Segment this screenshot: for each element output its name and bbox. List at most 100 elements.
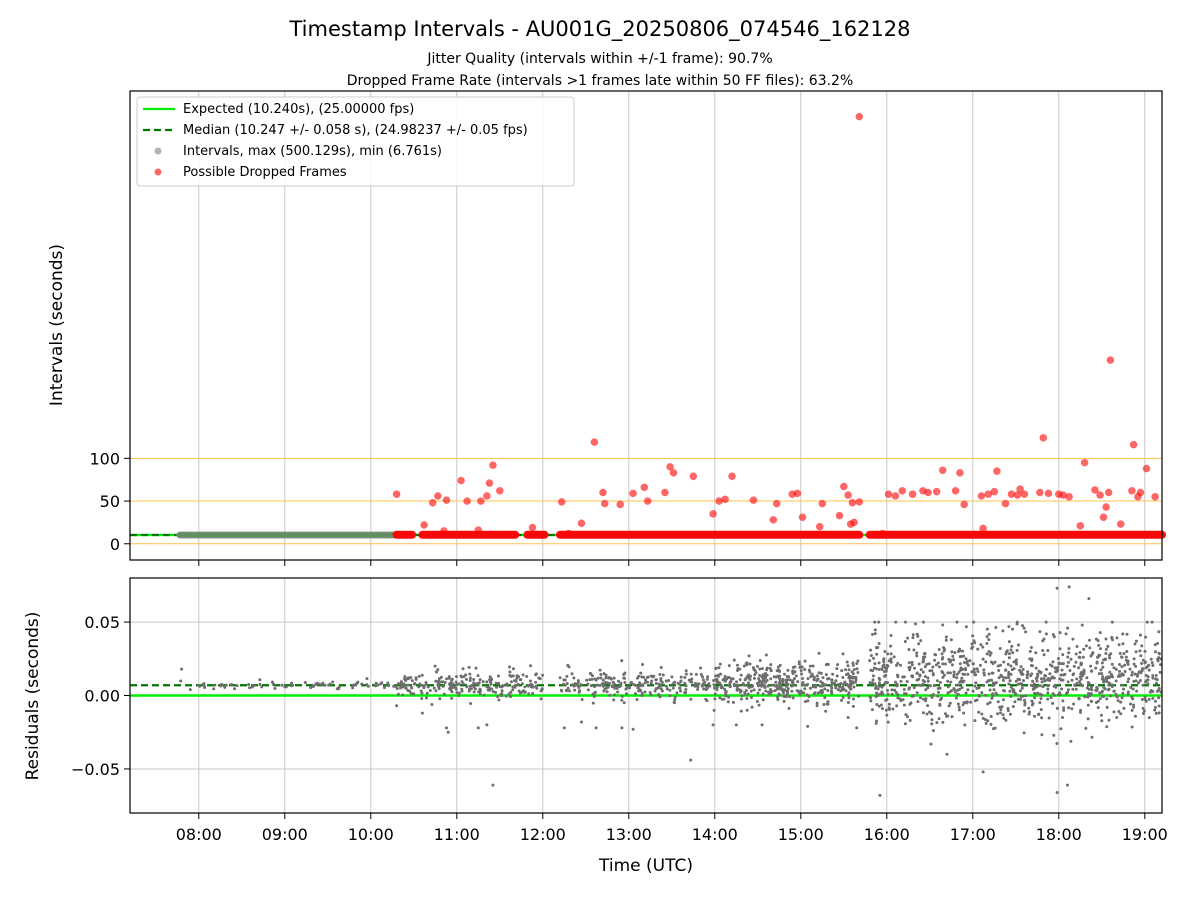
residual-point [965, 701, 969, 705]
residual-point [921, 657, 925, 661]
residual-point [894, 690, 898, 694]
residual-point [1108, 675, 1112, 679]
residual-outlier-point [395, 704, 399, 708]
residual-point [689, 672, 693, 676]
residual-point [1020, 682, 1024, 686]
residual-point [1098, 647, 1102, 651]
residual-point [438, 697, 442, 701]
residual-point [565, 682, 569, 686]
residual-point [586, 688, 590, 692]
residual-outlier-point [1067, 585, 1071, 589]
residual-point [1138, 633, 1142, 637]
residual-point [684, 669, 688, 673]
residual-point [616, 690, 620, 694]
residual-point [588, 678, 592, 682]
legend-dropped-marker [154, 168, 162, 176]
residual-point [645, 675, 649, 679]
residual-point [973, 699, 977, 703]
residual-point [640, 693, 644, 697]
residual-point [997, 676, 1001, 680]
residual-point [839, 681, 843, 685]
residual-point [465, 685, 469, 689]
residual-point [1080, 623, 1084, 627]
residual-point [880, 707, 884, 711]
residual-point [989, 714, 993, 718]
residual-point [838, 685, 842, 689]
residual-point [760, 684, 764, 688]
residual-point [684, 672, 688, 676]
dropped-frame-point [1128, 486, 1136, 495]
residual-point [786, 682, 790, 686]
residual-point [982, 684, 986, 688]
residual-point [855, 661, 859, 665]
residual-point [1060, 668, 1064, 672]
dropped-frame-point [1129, 440, 1138, 449]
residual-point [1040, 733, 1044, 737]
residual-point [811, 664, 815, 668]
residual-point [434, 670, 438, 674]
residual-point [702, 687, 706, 691]
residual-point [803, 668, 807, 672]
dropped-frame-point [908, 490, 917, 499]
residual-point [812, 684, 816, 688]
residual-point [806, 699, 810, 703]
residual-outlier-point [855, 726, 859, 730]
residual-point [586, 682, 590, 686]
dropped-frame-point [977, 492, 986, 500]
residual-point [1039, 697, 1043, 701]
residual-point [1137, 681, 1141, 685]
residual-point [1019, 694, 1023, 698]
residual-point [724, 694, 728, 698]
residual-point [1007, 673, 1011, 677]
residual-point [800, 665, 804, 669]
residual-point [1149, 657, 1153, 661]
residual-outlier-point [491, 783, 495, 787]
residual-point [986, 702, 990, 706]
residual-point [1126, 680, 1130, 684]
residual-point [958, 680, 962, 684]
residual-outlier-point [711, 723, 715, 727]
residual-point [839, 689, 843, 693]
residual-point [739, 697, 743, 701]
residual-point [439, 680, 443, 684]
residual-point [926, 679, 930, 683]
residual-point [762, 683, 766, 687]
residual-point [959, 668, 963, 672]
residual-point [657, 682, 661, 686]
residual-point [830, 678, 834, 682]
residual-point [1086, 692, 1090, 696]
residual-point [875, 719, 879, 723]
residual-point [713, 697, 717, 701]
residual-point [1066, 688, 1070, 692]
residual-point [1087, 687, 1091, 691]
residual-point [873, 620, 877, 624]
residual-point [1151, 676, 1155, 680]
residual-point [723, 679, 727, 683]
residual-point [489, 682, 493, 686]
dropped-frame-point [772, 499, 781, 508]
residual-outlier-point [689, 758, 693, 762]
residual-point [637, 674, 641, 678]
residual-point [857, 694, 861, 698]
residual-point [893, 688, 897, 692]
residual-point [961, 703, 965, 707]
residual-point [1053, 693, 1057, 697]
residual-point [911, 674, 915, 678]
residual-point [1039, 708, 1043, 712]
residual-point [717, 666, 721, 670]
residual-point [847, 685, 851, 689]
residual-point [824, 673, 828, 677]
residual-point [1091, 651, 1095, 655]
residual-point [494, 690, 498, 694]
residual-point [1154, 673, 1158, 677]
dropped-frame-point [489, 461, 497, 470]
residual-point [598, 668, 602, 672]
chart-title: Timestamp Intervals - AU001G_20250806_07… [289, 17, 911, 42]
dropped-frame-point [855, 112, 864, 121]
residual-point [1084, 644, 1088, 648]
residual-point [464, 677, 468, 681]
residual-point [714, 667, 718, 671]
residual-point [638, 688, 642, 692]
residual-point [957, 670, 961, 674]
residual-point [461, 667, 465, 671]
